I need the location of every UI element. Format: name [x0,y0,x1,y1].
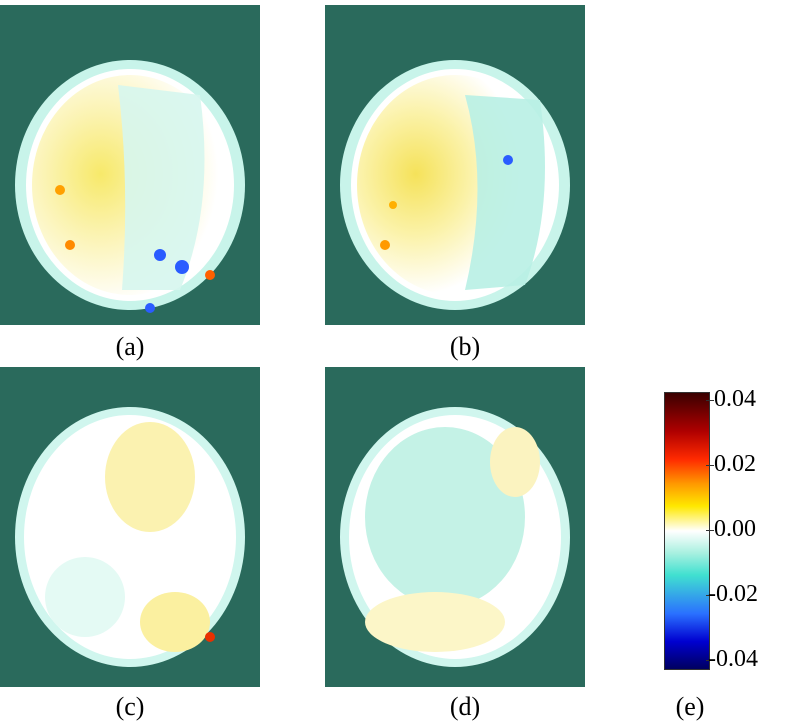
panel-a-caption: (a) [115,332,145,361]
colorbar-caption: (e) [675,692,705,721]
panel-d-caption: (d) [449,692,481,721]
colorbar [664,392,710,670]
colorbar-tick [706,465,714,466]
panel-c-image [0,367,260,687]
colorbar-tick-label: -0.04 [708,646,758,672]
colorbar-tick-label: 0.04 [714,386,756,412]
colorbar-tick [706,400,714,401]
panel-c-caption: (c) [115,692,145,721]
panel-d-image [325,367,585,687]
panel-a-image [0,5,260,325]
colorbar-tick [706,660,714,661]
colorbar-tick-label: 0.02 [714,451,756,477]
panel-b-image [325,5,585,325]
colorbar-tick-label: -0.02 [708,581,758,607]
colorbar-tick-label: 0.00 [714,516,756,542]
panel-b-caption: (b) [449,332,481,361]
colorbar-tick [706,595,714,596]
colorbar-tick [706,530,714,531]
